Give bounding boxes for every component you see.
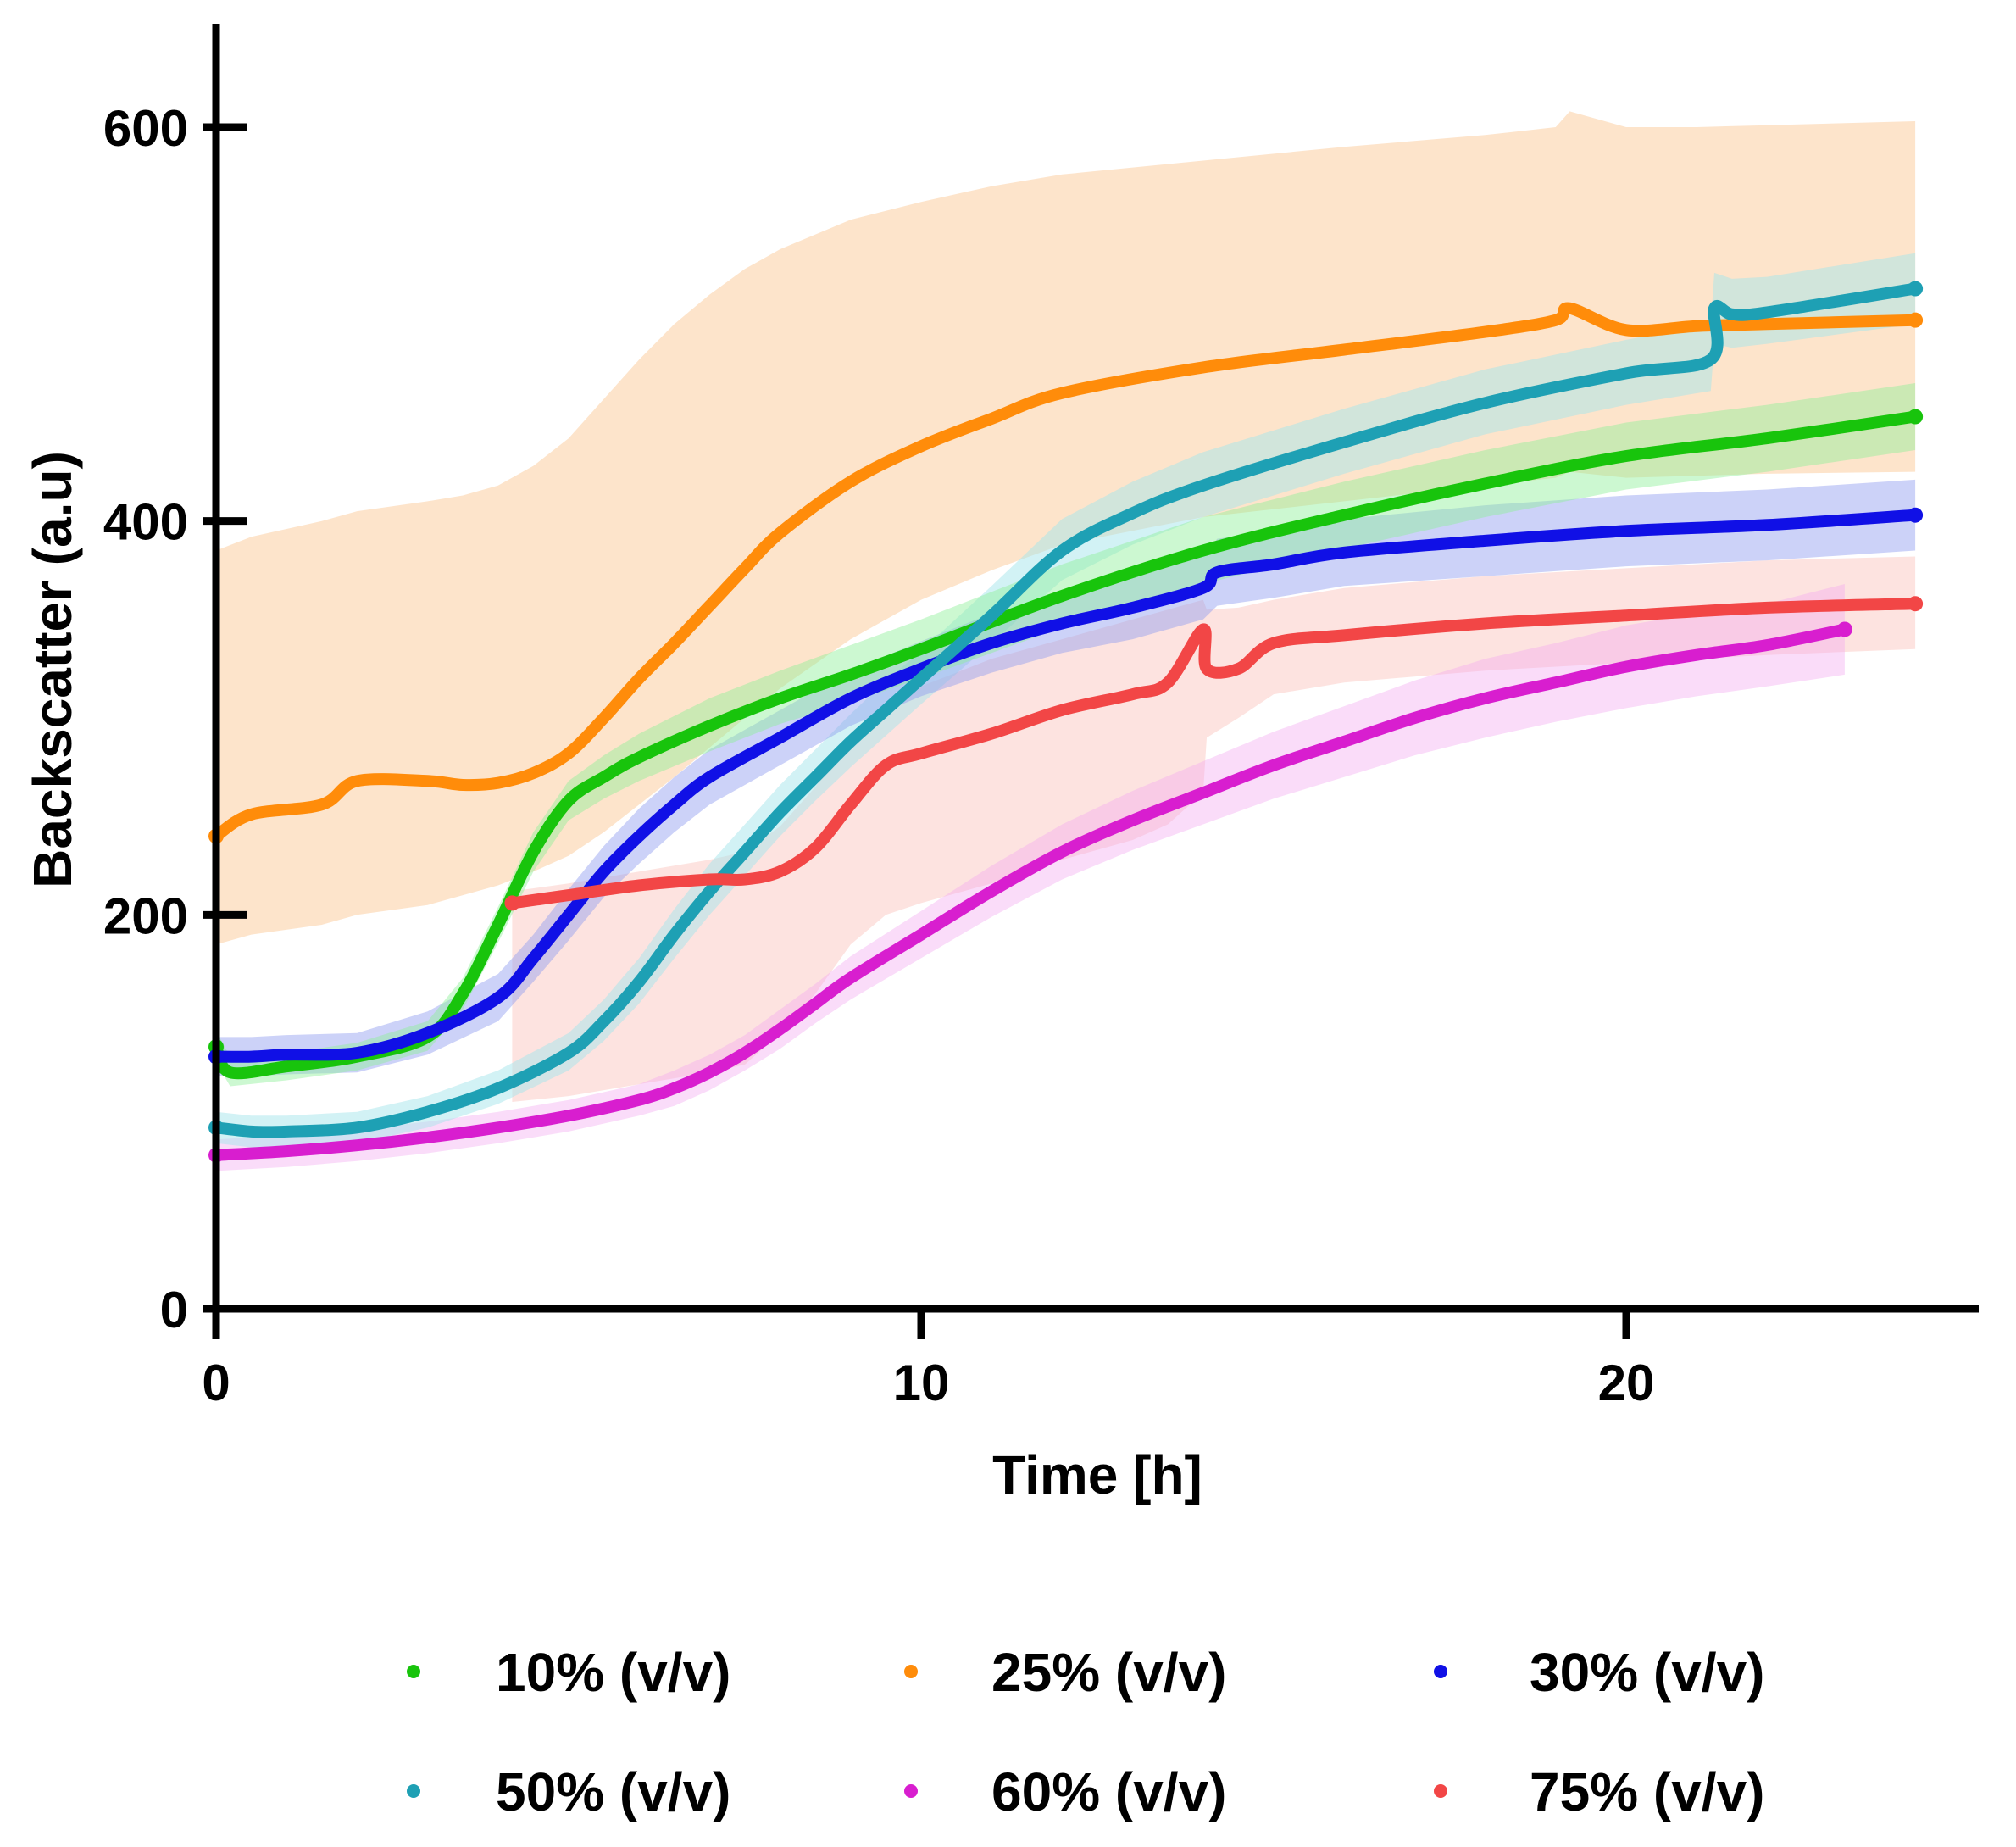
series-point-6-end xyxy=(1908,596,1924,612)
x-tick-label: 0 xyxy=(202,1355,230,1411)
series-line-3 xyxy=(210,509,1922,1063)
legend-marker-3 xyxy=(1434,1665,1447,1678)
legend-label-6: 75% (v/v) xyxy=(1530,1761,1764,1822)
series-point-5-end xyxy=(1836,621,1852,637)
error-band-4 xyxy=(216,253,1916,1148)
axis-ticks: 0 200 400 600 0 10 20 xyxy=(103,100,1654,1411)
legend-marker-6 xyxy=(1434,1784,1447,1798)
legend-label-1: 10% (v/v) xyxy=(496,1642,730,1703)
legend: 10% (v/v) 25% (v/v) 30% (v/v) 50% (v/v) 60% … xyxy=(407,1642,1764,1822)
axes xyxy=(212,24,1979,1313)
series-line-4 xyxy=(210,282,1922,1138)
series-point-2-end xyxy=(1908,312,1924,328)
legend-marker-2 xyxy=(904,1665,918,1678)
y-tick-label: 600 xyxy=(103,100,188,157)
series-point-3-end xyxy=(1908,507,1924,523)
series-lines xyxy=(208,281,1924,1163)
series-line-6 xyxy=(506,598,1922,910)
y-axis-label: Backscatter (a.u) xyxy=(22,451,83,888)
series-point-4-end xyxy=(1908,281,1924,297)
error-band-5 xyxy=(216,584,1845,1171)
y-tick-label: 200 xyxy=(103,887,188,944)
y-tick-label: 400 xyxy=(103,494,188,551)
x-axis-label: Time [h] xyxy=(992,1444,1202,1505)
error-band-1 xyxy=(216,383,1916,1087)
legend-marker-4 xyxy=(407,1784,420,1798)
error-bands xyxy=(216,111,1916,1171)
x-tick-label: 10 xyxy=(893,1355,950,1411)
legend-marker-5 xyxy=(904,1784,918,1798)
legend-label-5: 60% (v/v) xyxy=(991,1761,1226,1822)
legend-label-4: 50% (v/v) xyxy=(496,1761,730,1822)
legend-label-3: 30% (v/v) xyxy=(1530,1642,1764,1703)
series-point-1-end xyxy=(1908,409,1924,425)
legend-label-2: 25% (v/v) xyxy=(991,1642,1226,1703)
series-line-5 xyxy=(210,623,1851,1161)
series-point-6-start xyxy=(504,895,520,911)
series-line-2 xyxy=(210,302,1922,843)
x-tick-label: 20 xyxy=(1598,1355,1655,1411)
y-tick-label: 0 xyxy=(160,1282,188,1338)
legend-marker-1 xyxy=(407,1665,420,1678)
